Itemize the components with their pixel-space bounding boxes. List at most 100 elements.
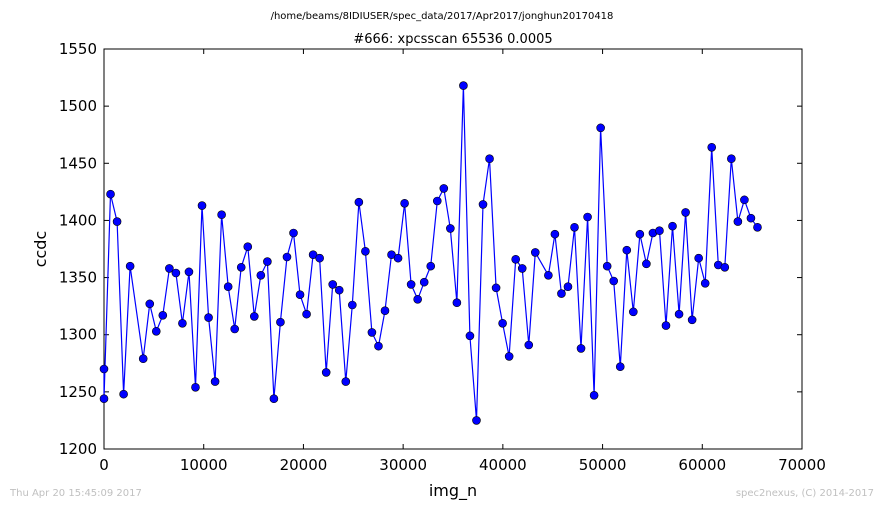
data-point bbox=[550, 229, 560, 239]
data-point bbox=[361, 246, 370, 256]
data-point bbox=[635, 229, 645, 239]
data-point bbox=[459, 81, 468, 90]
plot-area bbox=[103, 48, 803, 450]
data-point bbox=[334, 285, 344, 295]
data-point bbox=[145, 299, 155, 309]
data-point bbox=[707, 142, 717, 152]
data-point bbox=[687, 315, 697, 325]
data-point bbox=[740, 195, 749, 205]
data-point bbox=[341, 377, 351, 386]
data-point bbox=[426, 261, 436, 271]
data-point bbox=[210, 377, 220, 386]
data-point bbox=[321, 368, 331, 377]
footer-credit: spec2nexus, (C) 2014-2017 bbox=[735, 488, 874, 499]
data-point bbox=[681, 208, 690, 217]
data-point bbox=[524, 340, 534, 350]
data-point bbox=[263, 257, 272, 266]
data-point bbox=[563, 282, 573, 292]
y-tick-label: 1250 bbox=[59, 383, 97, 401]
data-point bbox=[720, 262, 730, 272]
data-point bbox=[504, 352, 514, 361]
data-point bbox=[256, 270, 266, 280]
data-point bbox=[602, 261, 612, 271]
data-point bbox=[615, 362, 625, 372]
data-point bbox=[452, 298, 462, 308]
data-point bbox=[733, 217, 743, 226]
data-point bbox=[191, 382, 200, 392]
data-point bbox=[315, 253, 324, 263]
file-path-header: /home/beams/8IDIUSER/spec_data/2017/Apr2… bbox=[271, 11, 614, 22]
x-tick-label: 40000 bbox=[479, 456, 527, 474]
data-point bbox=[668, 221, 677, 231]
data-point bbox=[138, 354, 148, 364]
data-point bbox=[694, 253, 703, 263]
data-point bbox=[406, 280, 416, 289]
footer-timestamp: Thu Apr 20 15:45:09 2017 bbox=[10, 488, 142, 499]
data-point bbox=[530, 248, 540, 257]
x-tick-label: 70000 bbox=[778, 456, 826, 474]
data-point bbox=[243, 242, 253, 252]
data-point bbox=[99, 364, 109, 374]
data-point bbox=[511, 254, 520, 264]
data-point bbox=[557, 289, 566, 298]
data-point bbox=[230, 324, 239, 334]
data-point bbox=[419, 277, 429, 287]
data-point bbox=[178, 318, 187, 328]
data-point bbox=[282, 252, 292, 262]
data-point bbox=[432, 196, 442, 206]
data-point bbox=[491, 283, 501, 293]
data-point bbox=[217, 210, 226, 220]
data-point bbox=[622, 245, 632, 255]
data-point bbox=[446, 224, 455, 233]
data-point bbox=[727, 154, 736, 164]
data-point bbox=[609, 276, 619, 286]
data-point bbox=[753, 222, 762, 232]
data-point bbox=[249, 312, 259, 321]
x-axis-label: img_n bbox=[429, 481, 477, 501]
data-point bbox=[674, 309, 684, 319]
data-point bbox=[328, 280, 338, 289]
y-tick-label: 1450 bbox=[59, 154, 97, 172]
data-point bbox=[197, 201, 207, 210]
data-point bbox=[589, 390, 599, 400]
data-point bbox=[223, 282, 233, 292]
chart-title: #666: xpcsscan 65536 0.0005 bbox=[353, 32, 552, 47]
axis-ticks: 0 10000 20000 30000 40000 50000 60000 70000 1200… bbox=[59, 40, 826, 474]
data-point bbox=[354, 197, 364, 207]
data-point bbox=[393, 253, 403, 263]
data-point bbox=[295, 290, 305, 300]
data-point bbox=[119, 389, 128, 399]
y-tick-label: 1200 bbox=[59, 440, 97, 458]
data-point bbox=[576, 344, 586, 353]
data-point bbox=[400, 198, 409, 208]
data-point bbox=[583, 212, 592, 222]
x-tick-label: 30000 bbox=[379, 456, 427, 474]
data-point bbox=[629, 307, 638, 317]
data-point bbox=[112, 217, 122, 226]
data-point bbox=[413, 294, 422, 304]
data-point bbox=[478, 200, 488, 209]
data-point bbox=[642, 259, 651, 269]
data-point bbox=[596, 123, 605, 133]
data-point bbox=[570, 222, 579, 232]
data-point bbox=[700, 278, 710, 288]
y-tick-label: 1400 bbox=[59, 211, 97, 229]
data-point bbox=[374, 341, 383, 351]
data-point bbox=[472, 416, 481, 425]
data-point bbox=[106, 189, 115, 199]
series-line bbox=[103, 85, 758, 421]
data-point bbox=[171, 268, 181, 278]
data-point bbox=[348, 300, 357, 310]
data-point bbox=[158, 310, 168, 320]
data-point bbox=[269, 394, 279, 404]
y-tick-label: 1550 bbox=[59, 40, 97, 58]
data-series bbox=[99, 81, 762, 425]
x-tick-label: 0 bbox=[99, 456, 109, 474]
data-point bbox=[746, 213, 756, 223]
data-point bbox=[302, 309, 311, 319]
data-point bbox=[204, 313, 213, 322]
data-point bbox=[485, 154, 494, 164]
data-point bbox=[498, 318, 507, 328]
y-tick-label: 1350 bbox=[59, 269, 97, 287]
